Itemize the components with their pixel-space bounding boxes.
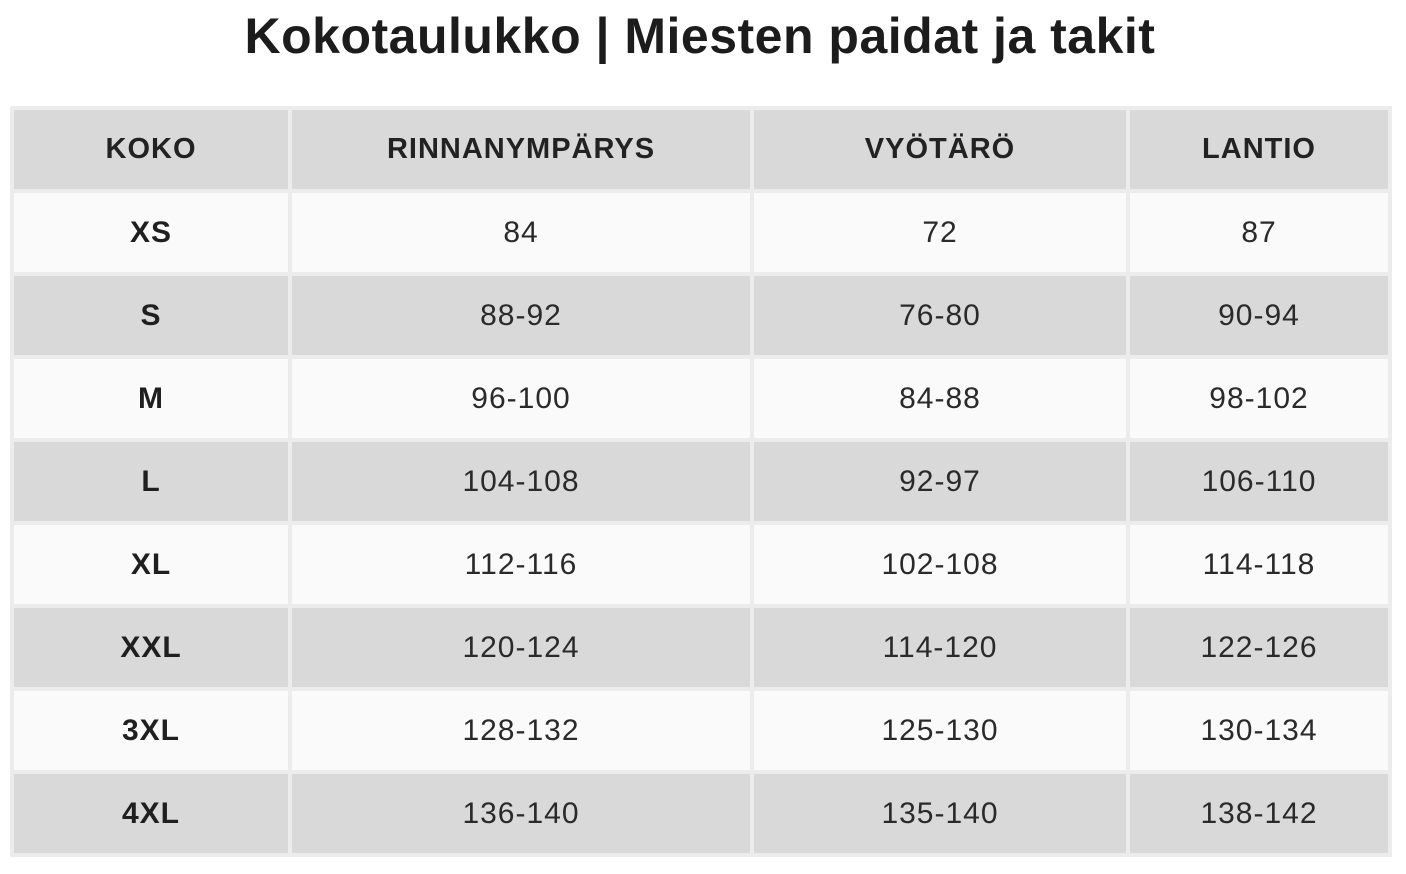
waist-value: 125-130 — [754, 691, 1126, 770]
size-chart-table: KOKO RINNANYMPÄRYS VYÖTÄRÖ LANTIO XS 84 … — [10, 106, 1392, 857]
size-label: S — [14, 276, 288, 355]
hip-value: 122-126 — [1130, 608, 1388, 687]
hip-value: 106-110 — [1130, 442, 1388, 521]
table-row: 4XL 136-140 135-140 138-142 — [14, 774, 1388, 853]
chest-value: 96-100 — [292, 359, 750, 438]
size-label: 3XL — [14, 691, 288, 770]
header-rinnanymparys: RINNANYMPÄRYS — [292, 110, 750, 189]
table-row: L 104-108 92-97 106-110 — [14, 442, 1388, 521]
header-lantio: LANTIO — [1130, 110, 1388, 189]
chest-value: 104-108 — [292, 442, 750, 521]
table-row: XS 84 72 87 — [14, 193, 1388, 272]
header-vyotaro: VYÖTÄRÖ — [754, 110, 1126, 189]
hip-value: 114-118 — [1130, 525, 1388, 604]
size-label: XXL — [14, 608, 288, 687]
waist-value: 76-80 — [754, 276, 1126, 355]
chest-value: 84 — [292, 193, 750, 272]
size-label: XL — [14, 525, 288, 604]
header-koko: KOKO — [14, 110, 288, 189]
hip-value: 90-94 — [1130, 276, 1388, 355]
table-row: M 96-100 84-88 98-102 — [14, 359, 1388, 438]
hip-value: 98-102 — [1130, 359, 1388, 438]
waist-value: 114-120 — [754, 608, 1126, 687]
chest-value: 128-132 — [292, 691, 750, 770]
waist-value: 84-88 — [754, 359, 1126, 438]
chest-value: 136-140 — [292, 774, 750, 853]
table-row: 3XL 128-132 125-130 130-134 — [14, 691, 1388, 770]
waist-value: 92-97 — [754, 442, 1126, 521]
hip-value: 138-142 — [1130, 774, 1388, 853]
table-header-row: KOKO RINNANYMPÄRYS VYÖTÄRÖ LANTIO — [14, 110, 1388, 189]
waist-value: 72 — [754, 193, 1126, 272]
table-row: XXL 120-124 114-120 122-126 — [14, 608, 1388, 687]
chest-value: 120-124 — [292, 608, 750, 687]
waist-value: 102-108 — [754, 525, 1126, 604]
page-title: Kokotaulukko | Miesten paidat ja takit — [244, 8, 1156, 64]
hip-value: 130-134 — [1130, 691, 1388, 770]
chest-value: 112-116 — [292, 525, 750, 604]
hip-value: 87 — [1130, 193, 1388, 272]
waist-value: 135-140 — [754, 774, 1126, 853]
size-label: XS — [14, 193, 288, 272]
size-label: 4XL — [14, 774, 288, 853]
size-label: M — [14, 359, 288, 438]
size-label: L — [14, 442, 288, 521]
table-row: XL 112-116 102-108 114-118 — [14, 525, 1388, 604]
chest-value: 88-92 — [292, 276, 750, 355]
table-row: S 88-92 76-80 90-94 — [14, 276, 1388, 355]
